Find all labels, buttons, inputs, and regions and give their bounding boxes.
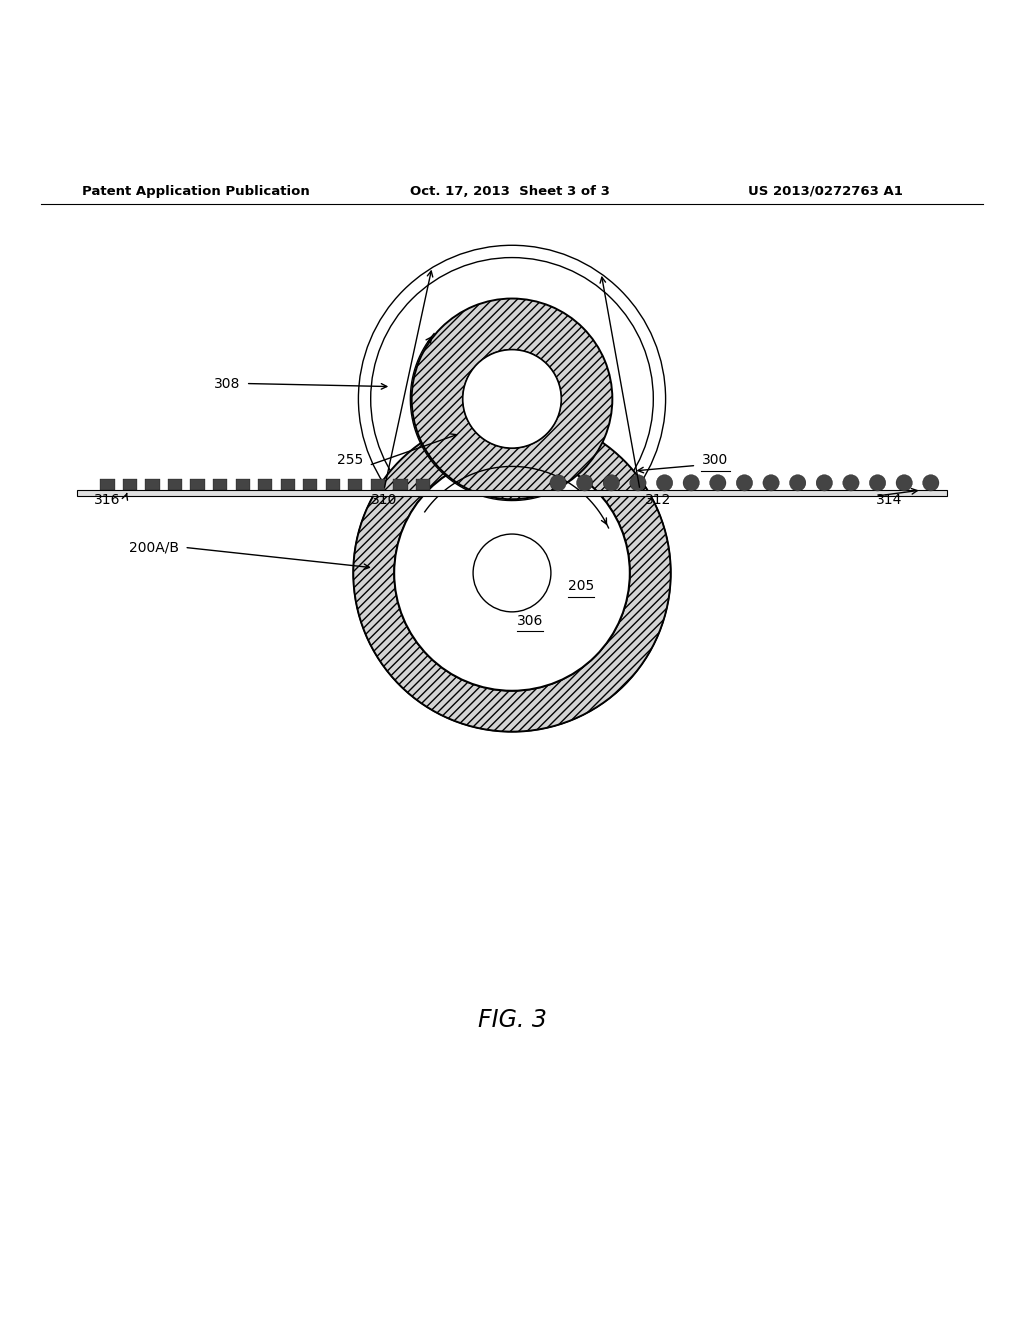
Text: 310: 310 xyxy=(371,494,397,507)
Circle shape xyxy=(896,475,912,491)
Text: US 2013/0272763 A1: US 2013/0272763 A1 xyxy=(748,185,902,198)
Bar xyxy=(213,479,227,490)
Bar xyxy=(168,479,182,490)
Text: Patent Application Publication: Patent Application Publication xyxy=(82,185,309,198)
Circle shape xyxy=(603,475,620,491)
Bar xyxy=(393,479,408,490)
Circle shape xyxy=(463,350,561,447)
Circle shape xyxy=(577,475,593,491)
Circle shape xyxy=(736,475,753,491)
Text: 200A/B: 200A/B xyxy=(129,540,179,554)
Bar xyxy=(236,479,250,490)
Bar xyxy=(100,479,115,490)
Bar xyxy=(145,479,160,490)
Text: 308: 308 xyxy=(214,376,241,391)
Circle shape xyxy=(353,414,671,731)
Circle shape xyxy=(656,475,673,491)
Circle shape xyxy=(683,475,699,491)
Circle shape xyxy=(869,475,886,491)
Circle shape xyxy=(923,475,939,491)
Text: 205: 205 xyxy=(568,579,595,593)
Text: Oct. 17, 2013  Sheet 3 of 3: Oct. 17, 2013 Sheet 3 of 3 xyxy=(410,185,609,198)
Bar xyxy=(416,479,430,490)
Bar xyxy=(303,479,317,490)
Bar xyxy=(326,479,340,490)
Bar xyxy=(348,479,362,490)
Bar xyxy=(77,490,947,496)
Bar xyxy=(371,479,385,490)
Bar xyxy=(123,479,137,490)
Text: 306: 306 xyxy=(517,614,544,628)
Circle shape xyxy=(358,246,666,553)
Circle shape xyxy=(710,475,726,491)
Text: 312: 312 xyxy=(645,494,672,507)
Text: 300: 300 xyxy=(701,453,728,467)
Text: 255: 255 xyxy=(337,453,364,467)
Bar xyxy=(281,479,295,490)
Bar xyxy=(190,479,205,490)
Text: FIG. 3: FIG. 3 xyxy=(477,1008,547,1032)
Bar xyxy=(258,479,272,490)
Circle shape xyxy=(473,535,551,612)
Circle shape xyxy=(763,475,779,491)
Text: 316: 316 xyxy=(94,494,121,507)
Circle shape xyxy=(816,475,833,491)
Circle shape xyxy=(371,257,653,540)
Circle shape xyxy=(790,475,806,491)
Circle shape xyxy=(394,455,630,690)
Circle shape xyxy=(630,475,646,491)
Circle shape xyxy=(843,475,859,491)
Text: 314: 314 xyxy=(876,494,902,507)
Circle shape xyxy=(550,475,566,491)
